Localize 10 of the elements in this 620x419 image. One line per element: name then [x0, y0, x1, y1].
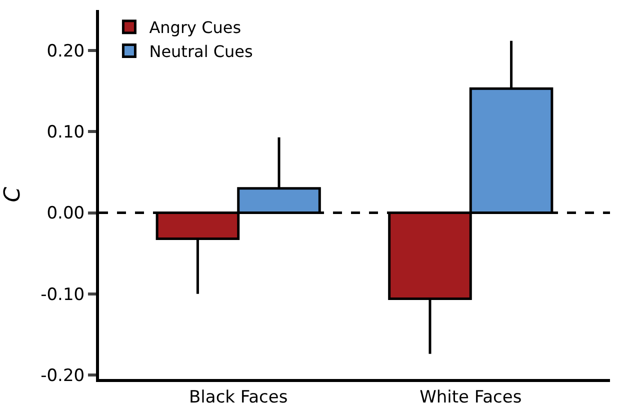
- y-tick-label: -0.10: [40, 284, 85, 305]
- y-tick-label: 0.10: [46, 122, 85, 143]
- legend-label: Angry Cues: [149, 18, 242, 38]
- x-tick-label: Black Faces: [189, 387, 288, 408]
- y-axis-title: C: [0, 186, 26, 202]
- y-tick-label: 0.00: [46, 204, 85, 224]
- x-tick-label: White Faces: [420, 387, 522, 408]
- y-tick-label: -0.20: [40, 366, 85, 386]
- y-tick-label: 0.20: [46, 42, 85, 62]
- legend-label: Neutral Cues: [149, 42, 253, 61]
